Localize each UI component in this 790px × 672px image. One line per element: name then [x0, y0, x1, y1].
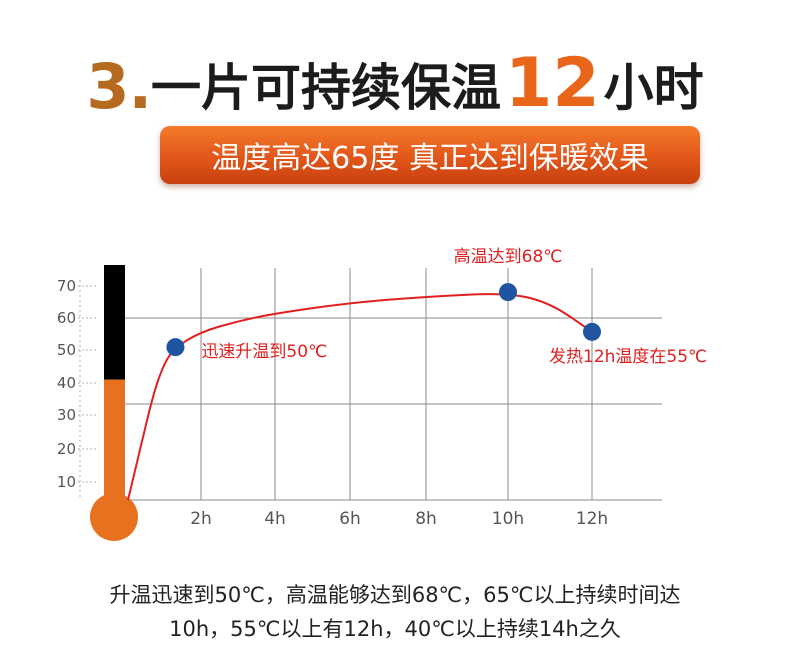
x-tick-label-12h: 12h [576, 509, 608, 529]
y-tick-label-50: 50 [57, 341, 76, 359]
x-tick-label-10h: 10h [492, 509, 524, 529]
title-suffix: 小时 [603, 59, 704, 117]
key-point-label-3: 发热12h温度在55℃ [549, 347, 707, 367]
footer-line-1: 升温迅速到50℃，高温能够达到68℃，65℃以上持续时间达 [109, 583, 681, 607]
thermometer-empty [104, 265, 125, 380]
title-number: 3. [86, 50, 152, 123]
key-point-3 [583, 322, 601, 341]
thermometer-bulb [90, 493, 138, 541]
y-tick-label-40: 40 [57, 374, 76, 392]
title-highlight: 12 [505, 44, 600, 123]
temperature-curve [127, 293, 593, 501]
footer-line-2: 10h，55℃以上有12h，40℃以上持续14h之久 [169, 617, 621, 641]
x-tick-label-8h: 8h [415, 509, 437, 529]
key-point-1 [166, 338, 185, 357]
subtitle-banner: 温度高达65度 真正达到保暖效果 [160, 126, 700, 184]
x-tick-label-2h: 2h [190, 509, 212, 529]
y-tick-label-10: 10 [57, 473, 76, 491]
key-point-label-2: 高温达到68℃ [454, 247, 563, 267]
title: 3. 一片可持续保温 12 小时 [0, 38, 790, 118]
banner-text: 温度高达65度 真正达到保暖效果 [211, 141, 649, 176]
y-tick-label-20: 20 [57, 440, 76, 458]
footer-description: 升温迅速到50℃，高温能够达到68℃，65℃以上持续时间达 10h，55℃以上有… [0, 578, 790, 646]
title-prefix: 一片可持续保温 [151, 59, 502, 117]
x-tick-label-6h: 6h [339, 509, 361, 529]
x-tick-label-4h: 4h [264, 509, 286, 529]
key-point-label-1: 迅速升温到50℃ [201, 342, 327, 362]
y-tick-label-70: 70 [57, 277, 76, 295]
key-point-2 [499, 283, 517, 302]
temperature-chart: 10 20 30 40 50 60 70 2h 4h 6h 8h 10h 12h 迅速升温到50℃ 高温达到… [57, 247, 707, 541]
thermometer-fill [104, 379, 125, 505]
y-tick-label-30: 30 [57, 406, 76, 424]
y-tick-label-60: 60 [57, 309, 76, 327]
